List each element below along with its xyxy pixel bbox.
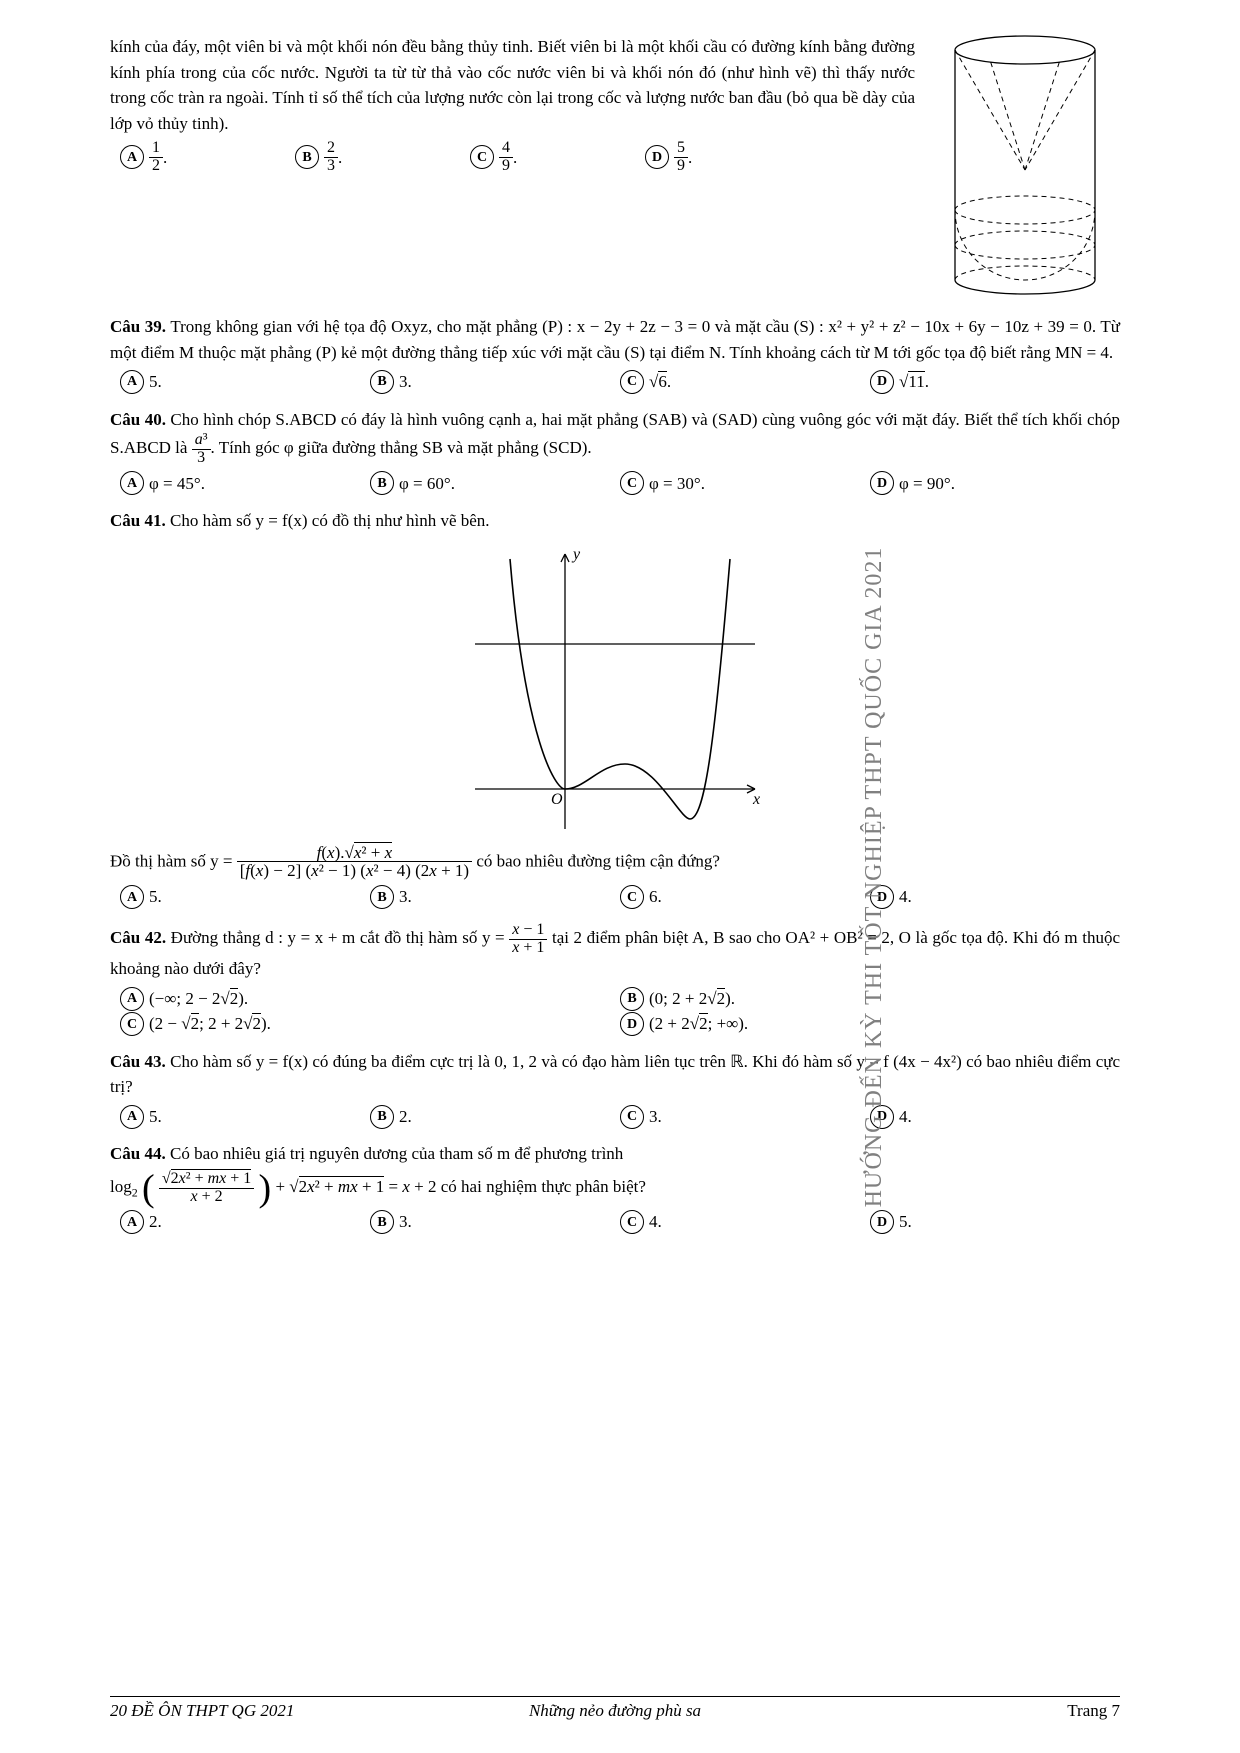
circ-d: D (645, 145, 669, 169)
svg-text:y: y (571, 546, 581, 563)
q44-a[interactable]: A2. (120, 1209, 370, 1235)
circ-b: B (295, 145, 319, 169)
q43: Câu 43. Cho hàm số y = f(x) có đúng ba đ… (110, 1049, 1120, 1100)
svg-text:O: O (551, 791, 563, 808)
q44-c[interactable]: C4. (620, 1209, 870, 1235)
q43-a[interactable]: A5. (120, 1104, 370, 1130)
intro-options: A12. B23. C49. D59. (120, 140, 820, 175)
q40-c[interactable]: Cφ = 30°. (620, 471, 870, 497)
q41-a[interactable]: A5. (120, 884, 370, 910)
q40-d[interactable]: Dφ = 90°. (870, 471, 1120, 497)
q43-options: A5. B2. C3. D4. (120, 1104, 1120, 1130)
q41-graph: y x O (455, 539, 775, 839)
footer-right: Trang 7 (783, 1701, 1120, 1721)
q39-a[interactable]: A5. (120, 369, 370, 395)
q44: Câu 44. Có bao nhiêu giá trị nguyên dươn… (110, 1141, 1120, 1167)
q39-c[interactable]: C√6. (620, 369, 870, 395)
opt-d[interactable]: D59. (645, 140, 820, 175)
svg-text:x: x (752, 791, 760, 808)
q39-text: Trong không gian với hệ tọa độ Oxyz, cho… (110, 317, 1120, 362)
q42-options: A(−∞; 2 − 2√2). B(0; 2 + 2√2). C(2 − √2;… (120, 986, 1120, 1037)
q44-eq: log2 ( √2x² + mx + 1x + 2 ) + √2x² + mx … (110, 1171, 1120, 1206)
q41-d[interactable]: D4. (870, 884, 1120, 910)
circ-a: A (120, 145, 144, 169)
footer-left: 20 ĐỀ ÔN THPT QG 2021 (110, 1701, 447, 1721)
q39-b[interactable]: B3. (370, 369, 620, 395)
opt-a[interactable]: A12. (120, 140, 295, 175)
q39-d[interactable]: D√11. (870, 369, 1120, 395)
q41: Câu 41. Cho hàm số y = f(x) có đồ thị nh… (110, 508, 1120, 534)
q43-b[interactable]: B2. (370, 1104, 620, 1130)
page-footer: 20 ĐỀ ÔN THPT QG 2021 Những nẻo đường ph… (110, 1696, 1120, 1721)
intro-block: kính của đáy, một viên bi và một khối nó… (110, 30, 1120, 310)
q40: Câu 40. Cho hình chóp S.ABCD có đáy là h… (110, 407, 1120, 467)
q43-d[interactable]: D4. (870, 1104, 1120, 1130)
q41-options: A5. B3. C6. D4. (120, 884, 1120, 910)
q39: Câu 39. Trong không gian với hệ tọa độ O… (110, 314, 1120, 365)
q39-label: Câu 39. (110, 317, 166, 336)
q42-a[interactable]: A(−∞; 2 − 2√2). (120, 986, 620, 1012)
main-content: kính của đáy, một viên bi và một khối nó… (110, 30, 1120, 1235)
opt-b[interactable]: B23. (295, 140, 470, 175)
side-rotated-text: HƯỚNG ĐẾN KỲ THI TỐT NGHIỆP THPT QUỐC GI… (861, 546, 888, 1207)
q41-c[interactable]: C6. (620, 884, 870, 910)
circ-c: C (470, 145, 494, 169)
q40-b[interactable]: Bφ = 60°. (370, 471, 620, 497)
q42-c[interactable]: C(2 − √2; 2 + 2√2). (120, 1011, 620, 1037)
q44-b[interactable]: B3. (370, 1209, 620, 1235)
q43-c[interactable]: C3. (620, 1104, 870, 1130)
q44-options: A2. B3. C4. D5. (120, 1209, 1120, 1235)
q39-options: A5. B3. C√6. D√11. (120, 369, 1120, 395)
cone-glass-figure (930, 30, 1120, 300)
q44-d[interactable]: D5. (870, 1209, 1120, 1235)
q41-b[interactable]: B3. (370, 884, 620, 910)
q40-a[interactable]: Aφ = 45°. (120, 471, 370, 497)
opt-c[interactable]: C49. (470, 140, 645, 175)
q41-eq: Đồ thị hàm số y = f(x).√x² + x [f(x) − 2… (110, 844, 1120, 881)
q40-options: Aφ = 45°. Bφ = 60°. Cφ = 30°. Dφ = 90°. (120, 471, 1120, 497)
footer-center: Những nẻo đường phù sa (447, 1701, 784, 1721)
q42: Câu 42. Đường thẳng d : y = x + m cắt đồ… (110, 922, 1120, 982)
